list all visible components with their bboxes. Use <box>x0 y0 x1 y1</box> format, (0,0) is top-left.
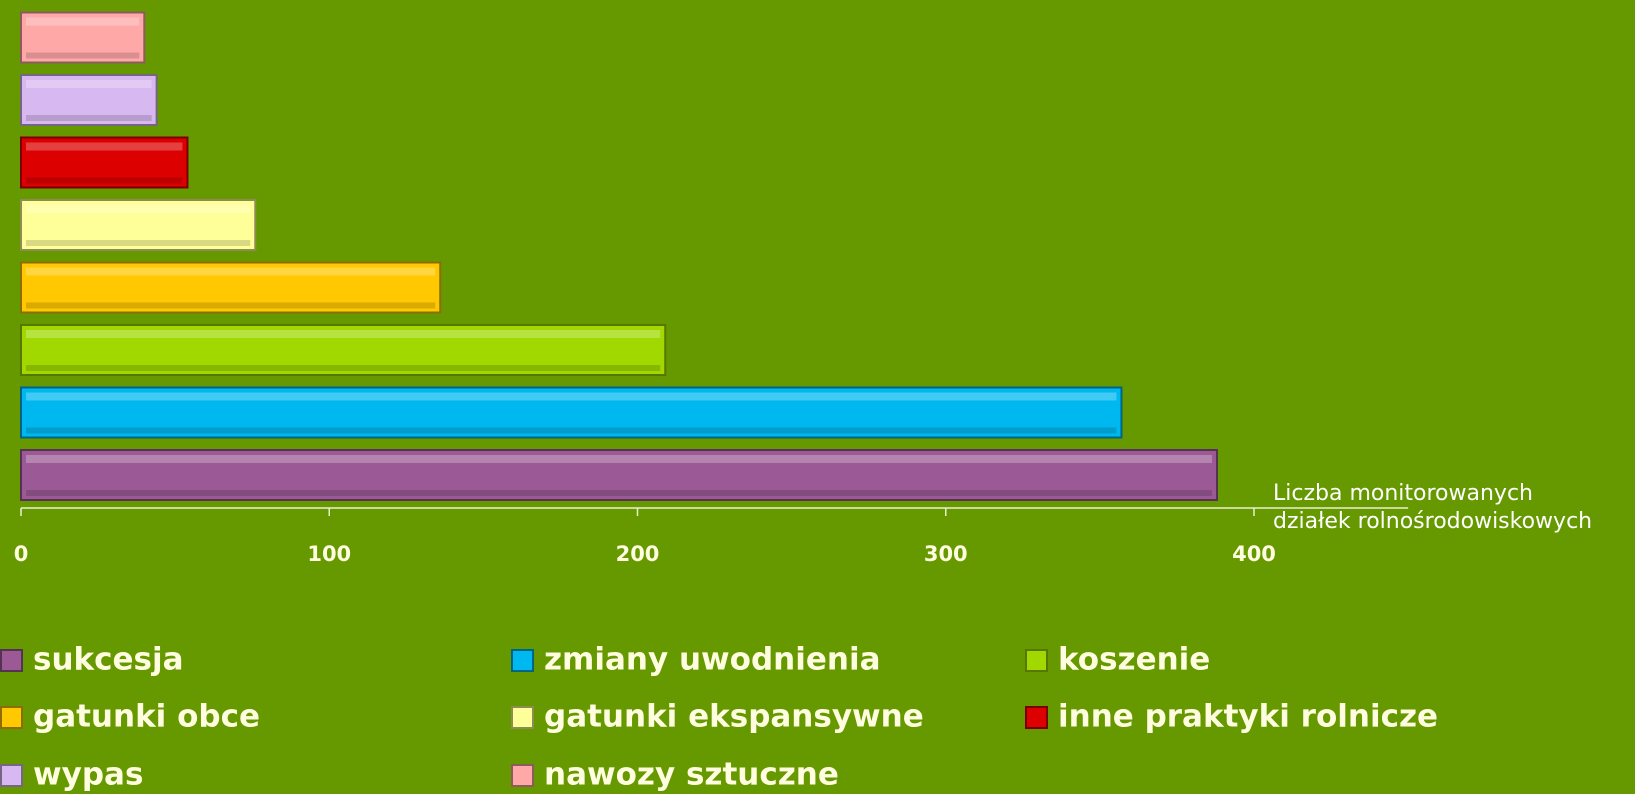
legend-label: koszenie <box>1058 642 1210 678</box>
legend-swatch <box>511 764 534 787</box>
bar <box>20 11 146 64</box>
bar-highlight <box>26 392 1117 401</box>
x-tick-label: 0 <box>14 542 29 566</box>
bar <box>20 261 442 314</box>
legend-label: gatunki ekspansywne <box>544 699 924 735</box>
bar-shadow <box>26 427 1117 434</box>
x-tick-label: 200 <box>616 542 660 566</box>
bar <box>20 324 667 376</box>
legend-label: gatunki obce <box>33 699 260 735</box>
bar-highlight <box>26 205 251 213</box>
bar-shadow <box>26 52 140 59</box>
bar-shadow <box>26 365 661 371</box>
x-axis-label: Liczba monitorowanych <box>1273 481 1533 506</box>
legend-swatch <box>0 649 23 672</box>
bar-highlight <box>26 267 436 276</box>
bar-highlight <box>26 142 183 151</box>
legend-swatch <box>1025 649 1048 672</box>
bar <box>20 449 1219 501</box>
bar-shadow <box>26 240 251 246</box>
legend-swatch <box>0 706 23 729</box>
bar <box>20 199 257 251</box>
legend-label: sukcesja <box>33 642 184 678</box>
bar-shadow <box>26 302 436 309</box>
legend-swatch <box>0 764 23 787</box>
bar <box>20 136 189 189</box>
legend-label: zmiany uwodnienia <box>544 642 881 678</box>
legend-swatch <box>511 706 534 729</box>
bar-shadow <box>26 177 183 184</box>
legend-swatch <box>1025 706 1048 729</box>
x-tick-label: 400 <box>1232 542 1276 566</box>
bar <box>20 74 158 126</box>
legend-label: inne praktyki rolnicze <box>1058 699 1438 735</box>
legend-label: nawozy sztuczne <box>544 757 839 793</box>
x-axis-label: działek rolnośrodowiskowych <box>1273 509 1592 534</box>
x-tick-label: 100 <box>307 542 351 566</box>
bar-highlight <box>26 455 1213 463</box>
legend-label: wypas <box>33 757 143 793</box>
legend-swatch <box>511 649 534 672</box>
bar-shadow <box>26 115 152 121</box>
bar-highlight <box>26 17 140 26</box>
bar-shadow <box>26 490 1213 496</box>
bar-highlight <box>26 80 152 88</box>
bar-highlight <box>26 330 661 338</box>
x-tick-label: 300 <box>924 542 968 566</box>
bar <box>20 386 1123 439</box>
